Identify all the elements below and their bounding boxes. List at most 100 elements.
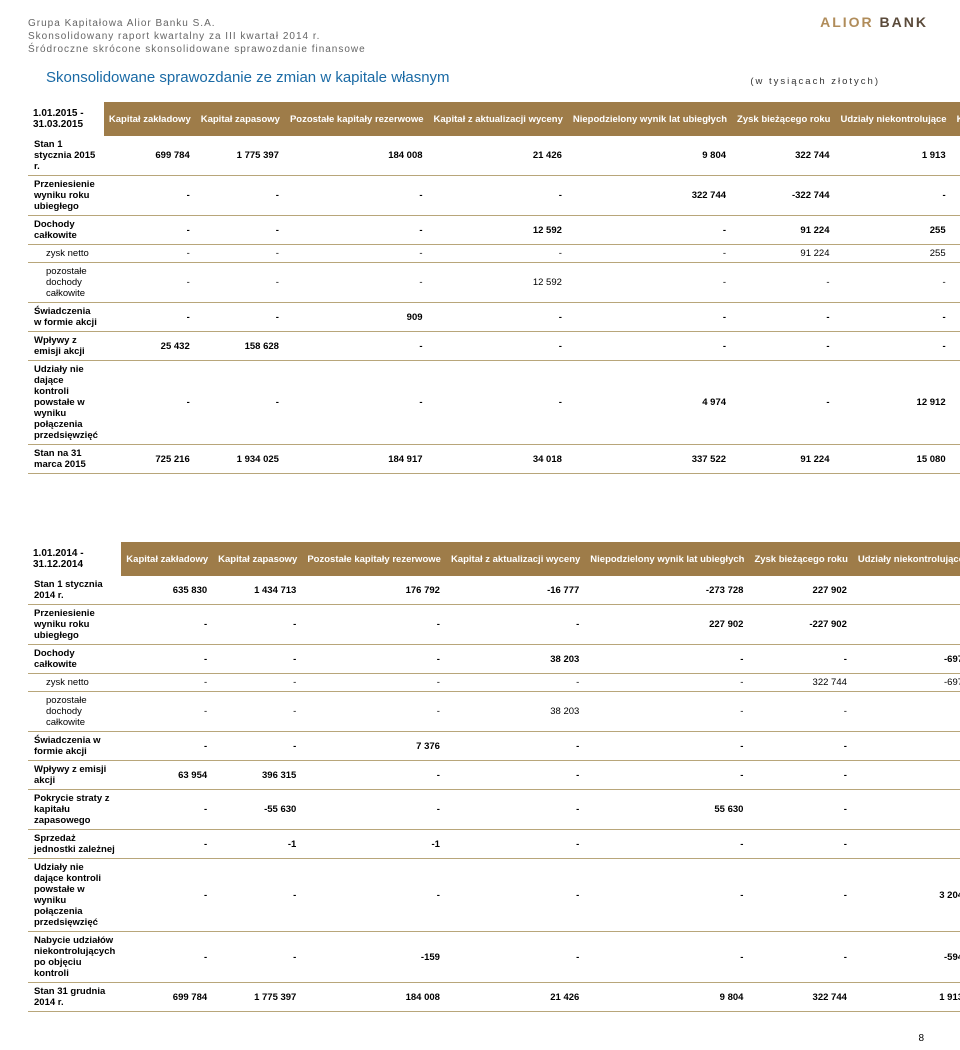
cell: 3 015 076 bbox=[952, 136, 960, 176]
header-line2: Skonsolidowany raport kwartalny za III k… bbox=[28, 31, 932, 42]
row-label: zysk netto bbox=[28, 674, 121, 692]
cell: - bbox=[446, 732, 585, 761]
col-hdr: Zysk bieżącego roku bbox=[732, 102, 835, 136]
cell: - bbox=[196, 263, 285, 303]
cell: 4 974 bbox=[568, 361, 732, 445]
table-row: Wpływy z emisji akcji25 432158 628-----1… bbox=[28, 332, 960, 361]
cell: -16 777 bbox=[446, 576, 585, 605]
cell: - bbox=[302, 605, 446, 645]
col-hdr: Pozostałe kapitały rezerwowe bbox=[285, 102, 429, 136]
cell: 1 775 397 bbox=[196, 136, 285, 176]
cell: 7 376 bbox=[302, 732, 446, 761]
cell: - bbox=[446, 761, 585, 790]
cell: 322 744 bbox=[749, 983, 852, 1012]
cell: - bbox=[104, 361, 196, 445]
cell: - bbox=[585, 830, 749, 859]
cell: - bbox=[853, 576, 960, 605]
cell: - bbox=[121, 932, 213, 983]
page-number: 8 bbox=[918, 1033, 924, 1044]
cell: - bbox=[429, 332, 568, 361]
cell: - bbox=[121, 692, 213, 732]
col-hdr: Kapitał zapasowy bbox=[196, 102, 285, 136]
cell: 63 954 bbox=[121, 761, 213, 790]
cell: 396 315 bbox=[213, 761, 302, 790]
cell: - bbox=[213, 674, 302, 692]
cell: 184 060 bbox=[952, 332, 960, 361]
cell: - bbox=[853, 790, 960, 830]
cell: 91 224 bbox=[732, 245, 835, 263]
cell: - bbox=[302, 692, 446, 732]
cell: - bbox=[749, 761, 852, 790]
col-hdr: Kapitał zakładowy bbox=[104, 102, 196, 136]
cell: -159 bbox=[302, 932, 446, 983]
cell: 255 bbox=[835, 245, 951, 263]
cell: 1 934 025 bbox=[196, 445, 285, 474]
cell: - bbox=[853, 761, 960, 790]
table-row: Świadczenia w formie akcji--909----909 bbox=[28, 303, 960, 332]
cell: 12 912 bbox=[835, 361, 951, 445]
cell: - bbox=[835, 303, 951, 332]
row-label: Pokrycie straty z kapitału zapasowego bbox=[28, 790, 121, 830]
cell: - bbox=[196, 176, 285, 216]
row-label: Dochody całkowite bbox=[28, 216, 104, 245]
col-hdr: Udziały niekontrolujące bbox=[853, 542, 960, 576]
cell: - bbox=[196, 361, 285, 445]
table-row: Nabycie udziałów niekontrolujących po ob… bbox=[28, 932, 960, 983]
cell: - bbox=[104, 245, 196, 263]
cell: 322 744 bbox=[568, 176, 732, 216]
cell: - bbox=[446, 674, 585, 692]
row-label: Przeniesienie wyniku roku ubiegłego bbox=[28, 176, 104, 216]
cell: -697 bbox=[853, 674, 960, 692]
col-hdr: Kapitał z aktualizacji wyceny bbox=[429, 102, 568, 136]
row-label: Świadczenia w formie akcji bbox=[28, 303, 104, 332]
cell: - bbox=[196, 245, 285, 263]
cell: - bbox=[121, 605, 213, 645]
col-hdr: Kapitał zapasowy bbox=[213, 542, 302, 576]
cell: - bbox=[749, 830, 852, 859]
cell: - bbox=[732, 361, 835, 445]
cell: 12 592 bbox=[429, 263, 568, 303]
table-row: pozostałe dochody całkowite---12 592---1… bbox=[28, 263, 960, 303]
cell: - bbox=[121, 859, 213, 932]
cell: -1 bbox=[213, 830, 302, 859]
table-row: Stan 31 grudnia 2014 r.699 7841 775 3971… bbox=[28, 983, 960, 1012]
cell: - bbox=[835, 263, 951, 303]
cell: 12 592 bbox=[429, 216, 568, 245]
cell: -1 bbox=[302, 830, 446, 859]
cell: - bbox=[121, 645, 213, 674]
row-label: Udziały nie dające kontroli powstałe w w… bbox=[28, 361, 104, 445]
cell: - bbox=[568, 263, 732, 303]
table-row: Świadczenia w formie akcji--7 376----7 3… bbox=[28, 732, 960, 761]
table-row: zysk netto-----91 22425591 479 bbox=[28, 245, 960, 263]
table-2015: 1.01.2015 - 31.03.2015 Kapitał zakładowy… bbox=[28, 102, 960, 474]
period-cell: 1.01.2014 - 31.12.2014 bbox=[28, 542, 121, 576]
cell: - bbox=[104, 303, 196, 332]
cell: - bbox=[749, 732, 852, 761]
row-label: Wpływy z emisji akcji bbox=[28, 332, 104, 361]
cell: 38 203 bbox=[446, 692, 585, 732]
cell: - bbox=[429, 361, 568, 445]
table-row: Pokrycie straty z kapitału zapasowego--5… bbox=[28, 790, 960, 830]
unit-note: (w tysiącach złotych) bbox=[750, 76, 880, 87]
row-label: Stan na 31 marca 2015 bbox=[28, 445, 104, 474]
cell: - bbox=[121, 830, 213, 859]
cell: - bbox=[429, 303, 568, 332]
cell: 1 913 bbox=[835, 136, 951, 176]
row-label: zysk netto bbox=[28, 245, 104, 263]
cell: - bbox=[853, 732, 960, 761]
cell: 699 784 bbox=[104, 136, 196, 176]
cell: - bbox=[302, 674, 446, 692]
cell: 322 744 bbox=[749, 674, 852, 692]
cell: - bbox=[446, 605, 585, 645]
cell: - bbox=[853, 830, 960, 859]
cell: -273 728 bbox=[585, 576, 749, 605]
cell: 91 479 bbox=[952, 245, 960, 263]
cell: -322 744 bbox=[732, 176, 835, 216]
cell: - bbox=[446, 790, 585, 830]
table-row: Wpływy z emisji akcji63 954396 315-----4… bbox=[28, 761, 960, 790]
cell: 184 008 bbox=[302, 983, 446, 1012]
cell: 3 322 002 bbox=[952, 445, 960, 474]
table-row: Udziały nie dające kontroli powstałe w w… bbox=[28, 361, 960, 445]
row-label: Dochody całkowite bbox=[28, 645, 121, 674]
cell: 25 432 bbox=[104, 332, 196, 361]
